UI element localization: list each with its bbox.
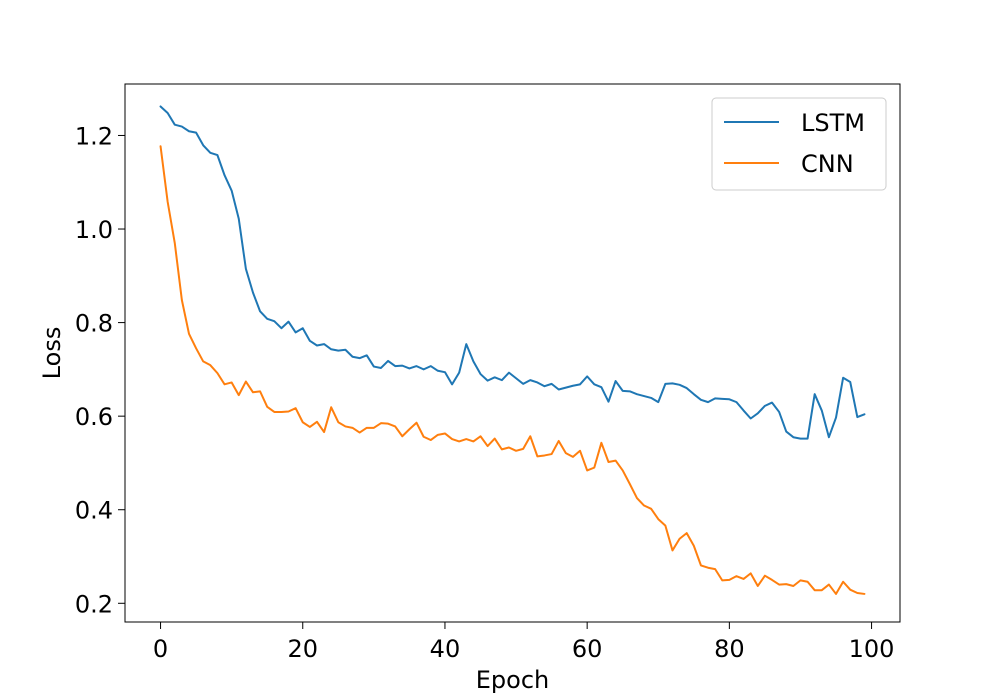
- x-tick-label: 0: [153, 635, 168, 663]
- y-tick-label: 1.0: [75, 216, 113, 244]
- x-tick-label: 60: [572, 635, 603, 663]
- legend: LSTM CNN: [711, 97, 887, 191]
- legend-label-lstm: LSTM: [801, 109, 865, 137]
- plot-frame: [124, 83, 901, 623]
- plot-area: [159, 105, 866, 595]
- series-line-cnn: [159, 145, 866, 595]
- y-axis-label: Loss: [38, 327, 66, 380]
- x-tick-label: 80: [714, 635, 745, 663]
- y-tick-label: 0.8: [75, 310, 113, 338]
- y-tick-label: 0.2: [75, 590, 113, 618]
- y-axis: 0.2 0.4 0.6 0.8 1.0 1.2: [75, 122, 125, 618]
- x-tick-label: 100: [849, 635, 895, 663]
- x-tick-label: 20: [287, 635, 318, 663]
- legend-label-cnn: CNN: [801, 150, 854, 178]
- x-tick-label: 40: [430, 635, 461, 663]
- y-tick-label: 0.4: [75, 497, 113, 525]
- y-tick-label: 1.2: [75, 122, 113, 150]
- x-axis: 0 20 40 60 80 100: [153, 622, 895, 663]
- y-tick-label: 0.6: [75, 403, 113, 431]
- x-axis-label: Epoch: [476, 666, 550, 694]
- series-line-lstm: [159, 105, 866, 440]
